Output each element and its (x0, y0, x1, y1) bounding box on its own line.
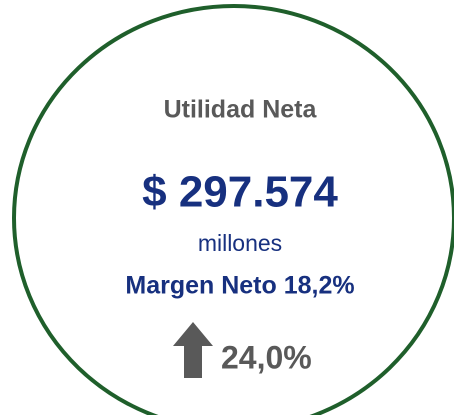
circle-frame (12, 4, 454, 415)
amount: $ 297.574 (142, 168, 338, 217)
change: 24,0% (221, 339, 312, 375)
title: Utilidad Neta (164, 96, 318, 124)
unit: millones (198, 230, 282, 256)
up-arrow (173, 322, 213, 378)
margin: Margen Neto 18,2% (125, 272, 354, 300)
